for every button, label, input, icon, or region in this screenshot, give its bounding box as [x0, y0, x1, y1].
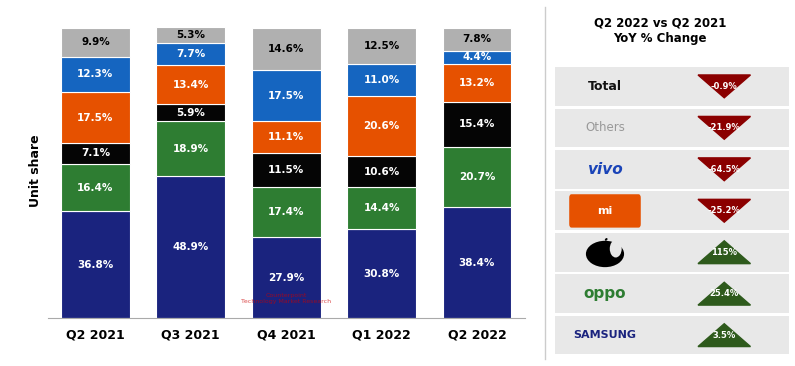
Bar: [347, 187, 416, 229]
Text: 27.9%: 27.9%: [268, 273, 304, 283]
Bar: [61, 164, 130, 212]
FancyBboxPatch shape: [555, 316, 789, 354]
Y-axis label: Unit share: Unit share: [29, 134, 42, 206]
Polygon shape: [698, 158, 750, 181]
Text: 5.9%: 5.9%: [176, 108, 205, 118]
Text: oppo: oppo: [584, 286, 626, 301]
Text: 20.6%: 20.6%: [363, 121, 400, 131]
Text: 14.4%: 14.4%: [363, 203, 400, 213]
Text: 115%: 115%: [712, 248, 737, 257]
Ellipse shape: [586, 241, 624, 267]
Bar: [347, 96, 416, 156]
Bar: [347, 28, 416, 64]
Text: 7.8%: 7.8%: [463, 34, 491, 44]
Text: 20.7%: 20.7%: [459, 172, 495, 182]
Polygon shape: [698, 241, 750, 264]
FancyBboxPatch shape: [555, 108, 789, 147]
Bar: [157, 27, 225, 43]
Text: 25.4%: 25.4%: [710, 289, 739, 298]
FancyBboxPatch shape: [555, 150, 789, 188]
Bar: [443, 147, 511, 207]
Polygon shape: [698, 116, 750, 139]
Bar: [252, 121, 320, 153]
FancyBboxPatch shape: [555, 233, 789, 272]
Bar: [443, 102, 511, 147]
Text: 15.4%: 15.4%: [459, 119, 495, 129]
Polygon shape: [698, 75, 750, 98]
Text: 10.6%: 10.6%: [363, 167, 400, 177]
Bar: [157, 43, 225, 65]
Polygon shape: [698, 324, 750, 347]
Bar: [61, 143, 130, 164]
Bar: [157, 122, 225, 176]
Text: 17.5%: 17.5%: [268, 91, 304, 101]
Text: 12.3%: 12.3%: [77, 70, 114, 79]
Bar: [443, 64, 511, 102]
Text: Others: Others: [585, 122, 625, 134]
Text: SAMSUNG: SAMSUNG: [573, 330, 637, 340]
Text: 38.4%: 38.4%: [459, 258, 495, 268]
Bar: [61, 212, 130, 318]
Bar: [61, 57, 130, 92]
Text: 11.1%: 11.1%: [268, 132, 304, 142]
Text: -64.5%: -64.5%: [708, 165, 741, 174]
Text: 18.9%: 18.9%: [173, 144, 209, 154]
FancyBboxPatch shape: [555, 67, 789, 106]
Text: 13.2%: 13.2%: [459, 78, 495, 88]
Circle shape: [610, 240, 622, 258]
Text: 16.4%: 16.4%: [77, 183, 114, 193]
Text: 4.4%: 4.4%: [463, 52, 491, 62]
Text: mi: mi: [597, 206, 613, 216]
Bar: [157, 176, 225, 318]
Bar: [252, 237, 320, 318]
Text: Total: Total: [588, 80, 622, 93]
Bar: [347, 229, 416, 318]
Bar: [252, 187, 320, 237]
Text: 30.8%: 30.8%: [363, 269, 400, 279]
Text: 7.1%: 7.1%: [81, 149, 110, 158]
Text: -25.2%: -25.2%: [708, 206, 741, 215]
FancyBboxPatch shape: [555, 191, 789, 230]
Bar: [443, 207, 511, 318]
Text: 9.9%: 9.9%: [81, 37, 110, 47]
Bar: [61, 28, 130, 57]
Bar: [252, 153, 320, 187]
Bar: [252, 70, 320, 121]
Text: -21.9%: -21.9%: [708, 123, 741, 132]
Text: Counterpoint
Technology Market Research: Counterpoint Technology Market Research: [241, 293, 332, 304]
Text: 5.3%: 5.3%: [176, 30, 205, 40]
Text: 12.5%: 12.5%: [363, 41, 400, 51]
Bar: [347, 156, 416, 187]
Text: 17.5%: 17.5%: [77, 113, 114, 123]
Bar: [157, 104, 225, 122]
Text: 3.5%: 3.5%: [712, 330, 736, 340]
Bar: [443, 28, 511, 51]
Polygon shape: [698, 199, 750, 222]
Text: vivo: vivo: [588, 162, 622, 177]
Text: 7.7%: 7.7%: [176, 49, 205, 59]
Text: Q2 2022 vs Q2 2021
YoY % Change: Q2 2022 vs Q2 2021 YoY % Change: [594, 16, 726, 45]
Bar: [157, 65, 225, 104]
FancyBboxPatch shape: [569, 194, 641, 228]
FancyBboxPatch shape: [555, 274, 789, 313]
Polygon shape: [698, 282, 750, 305]
Text: 14.6%: 14.6%: [268, 44, 304, 54]
Bar: [443, 51, 511, 64]
Bar: [347, 64, 416, 96]
Bar: [252, 28, 320, 70]
Text: 13.4%: 13.4%: [173, 80, 209, 90]
Text: 11.0%: 11.0%: [363, 75, 400, 85]
Bar: [61, 92, 130, 143]
Text: 36.8%: 36.8%: [77, 260, 114, 270]
Text: 48.9%: 48.9%: [173, 242, 209, 252]
Text: -0.9%: -0.9%: [711, 82, 738, 91]
Text: 17.4%: 17.4%: [268, 207, 304, 217]
Text: 11.5%: 11.5%: [268, 165, 304, 175]
